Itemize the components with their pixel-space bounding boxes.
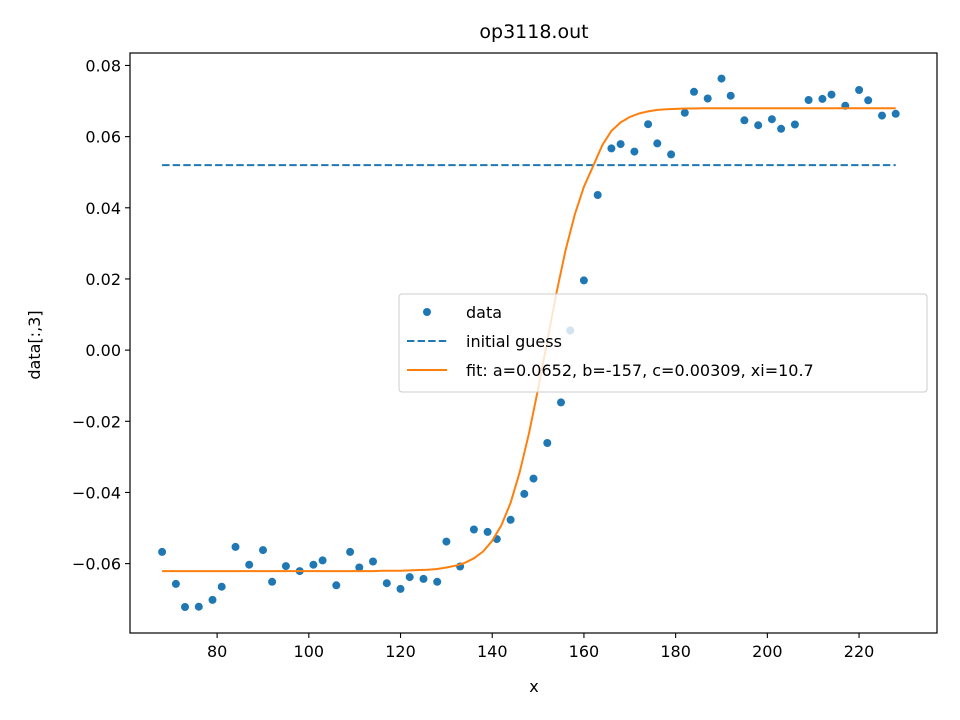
data-point bbox=[703, 94, 712, 103]
data-point bbox=[616, 140, 625, 149]
data-point bbox=[607, 144, 616, 153]
data-point bbox=[181, 603, 189, 611]
x-tick-label: 100 bbox=[294, 642, 325, 661]
data-point bbox=[804, 96, 813, 104]
data-point bbox=[259, 546, 267, 555]
data-point bbox=[767, 115, 776, 124]
data-point bbox=[529, 474, 538, 483]
data-point bbox=[891, 109, 900, 118]
x-tick-label: 160 bbox=[569, 642, 600, 661]
x-tick-label: 200 bbox=[752, 642, 783, 661]
data-point bbox=[369, 557, 377, 566]
data-point bbox=[217, 582, 226, 591]
data-point bbox=[818, 94, 827, 103]
data-point bbox=[579, 276, 588, 285]
data-point bbox=[433, 577, 442, 586]
x-axis-label: x bbox=[529, 677, 538, 696]
y-tick-label: 0.06 bbox=[85, 128, 121, 147]
data-point bbox=[593, 191, 602, 199]
y-tick-label: 0.00 bbox=[85, 341, 121, 360]
data-point bbox=[740, 116, 749, 125]
data-point bbox=[268, 577, 277, 586]
y-tick-label: 0.04 bbox=[85, 199, 121, 218]
x-tick-label: 140 bbox=[477, 642, 508, 661]
x-axis: 80 100 120 140 160 180 200 220 bbox=[207, 633, 874, 661]
x-tick-label: 120 bbox=[385, 642, 416, 661]
plot-area bbox=[129, 52, 938, 634]
data-point bbox=[281, 562, 290, 571]
chart-title: op3118.out bbox=[479, 21, 588, 43]
y-tick-label: −0.02 bbox=[72, 412, 121, 431]
data-point bbox=[557, 398, 565, 407]
data-point bbox=[667, 150, 676, 159]
data-point bbox=[790, 120, 799, 129]
x-tick-label: 80 bbox=[207, 642, 227, 661]
data-point bbox=[680, 108, 689, 117]
data-point bbox=[653, 139, 662, 148]
data-point bbox=[158, 547, 167, 556]
data-point bbox=[690, 87, 698, 96]
data-point bbox=[208, 595, 217, 604]
data-point bbox=[382, 579, 391, 588]
y-tick-label: −0.06 bbox=[72, 555, 121, 574]
data-point bbox=[469, 525, 478, 534]
data-point bbox=[483, 527, 492, 536]
x-tick-label: 180 bbox=[660, 642, 691, 661]
y-axis: −0.06 −0.04 −0.02 0.00 0.02 0.04 0.06 0.08 bbox=[72, 56, 130, 574]
data-point bbox=[309, 560, 318, 569]
data-point bbox=[717, 74, 726, 83]
data-point bbox=[630, 147, 639, 156]
y-tick-label: 0.02 bbox=[85, 270, 121, 289]
data-point bbox=[396, 584, 405, 593]
data-point bbox=[543, 439, 552, 447]
legend-box bbox=[398, 293, 928, 393]
data-point bbox=[777, 124, 786, 133]
legend-marker-data bbox=[423, 308, 431, 316]
legend: data initial guess fit: a=0.0652, b=-157, … bbox=[398, 293, 928, 393]
data-point bbox=[644, 120, 653, 129]
legend-label: data bbox=[466, 303, 502, 322]
data-point bbox=[506, 515, 515, 524]
data-point bbox=[442, 537, 451, 546]
data-point bbox=[355, 563, 364, 572]
data-point bbox=[419, 574, 428, 583]
data-point bbox=[864, 96, 873, 105]
plot-frame bbox=[129, 52, 938, 634]
data-point bbox=[346, 547, 355, 556]
legend-label: initial guess bbox=[466, 332, 562, 351]
data-point bbox=[171, 579, 180, 588]
data-point bbox=[318, 556, 327, 565]
y-tick-label: −0.04 bbox=[72, 483, 121, 502]
data-point bbox=[520, 489, 529, 498]
y-tick-label: 0.08 bbox=[85, 56, 121, 75]
data-point bbox=[878, 111, 886, 120]
data-point bbox=[194, 602, 203, 611]
y-axis-label: data[:,3] bbox=[25, 310, 44, 379]
data-point bbox=[231, 542, 240, 551]
data-point bbox=[332, 581, 341, 590]
data-point bbox=[754, 121, 763, 130]
data-point bbox=[827, 90, 836, 99]
fit-line bbox=[162, 107, 896, 573]
data-point bbox=[405, 573, 414, 582]
legend-label: fit: a=0.0652, b=-157, c=0.00309, xi=10.… bbox=[466, 361, 814, 380]
data-point bbox=[726, 91, 735, 100]
data-point bbox=[855, 86, 864, 94]
x-tick-label: 220 bbox=[844, 642, 875, 661]
data-point bbox=[245, 560, 254, 569]
